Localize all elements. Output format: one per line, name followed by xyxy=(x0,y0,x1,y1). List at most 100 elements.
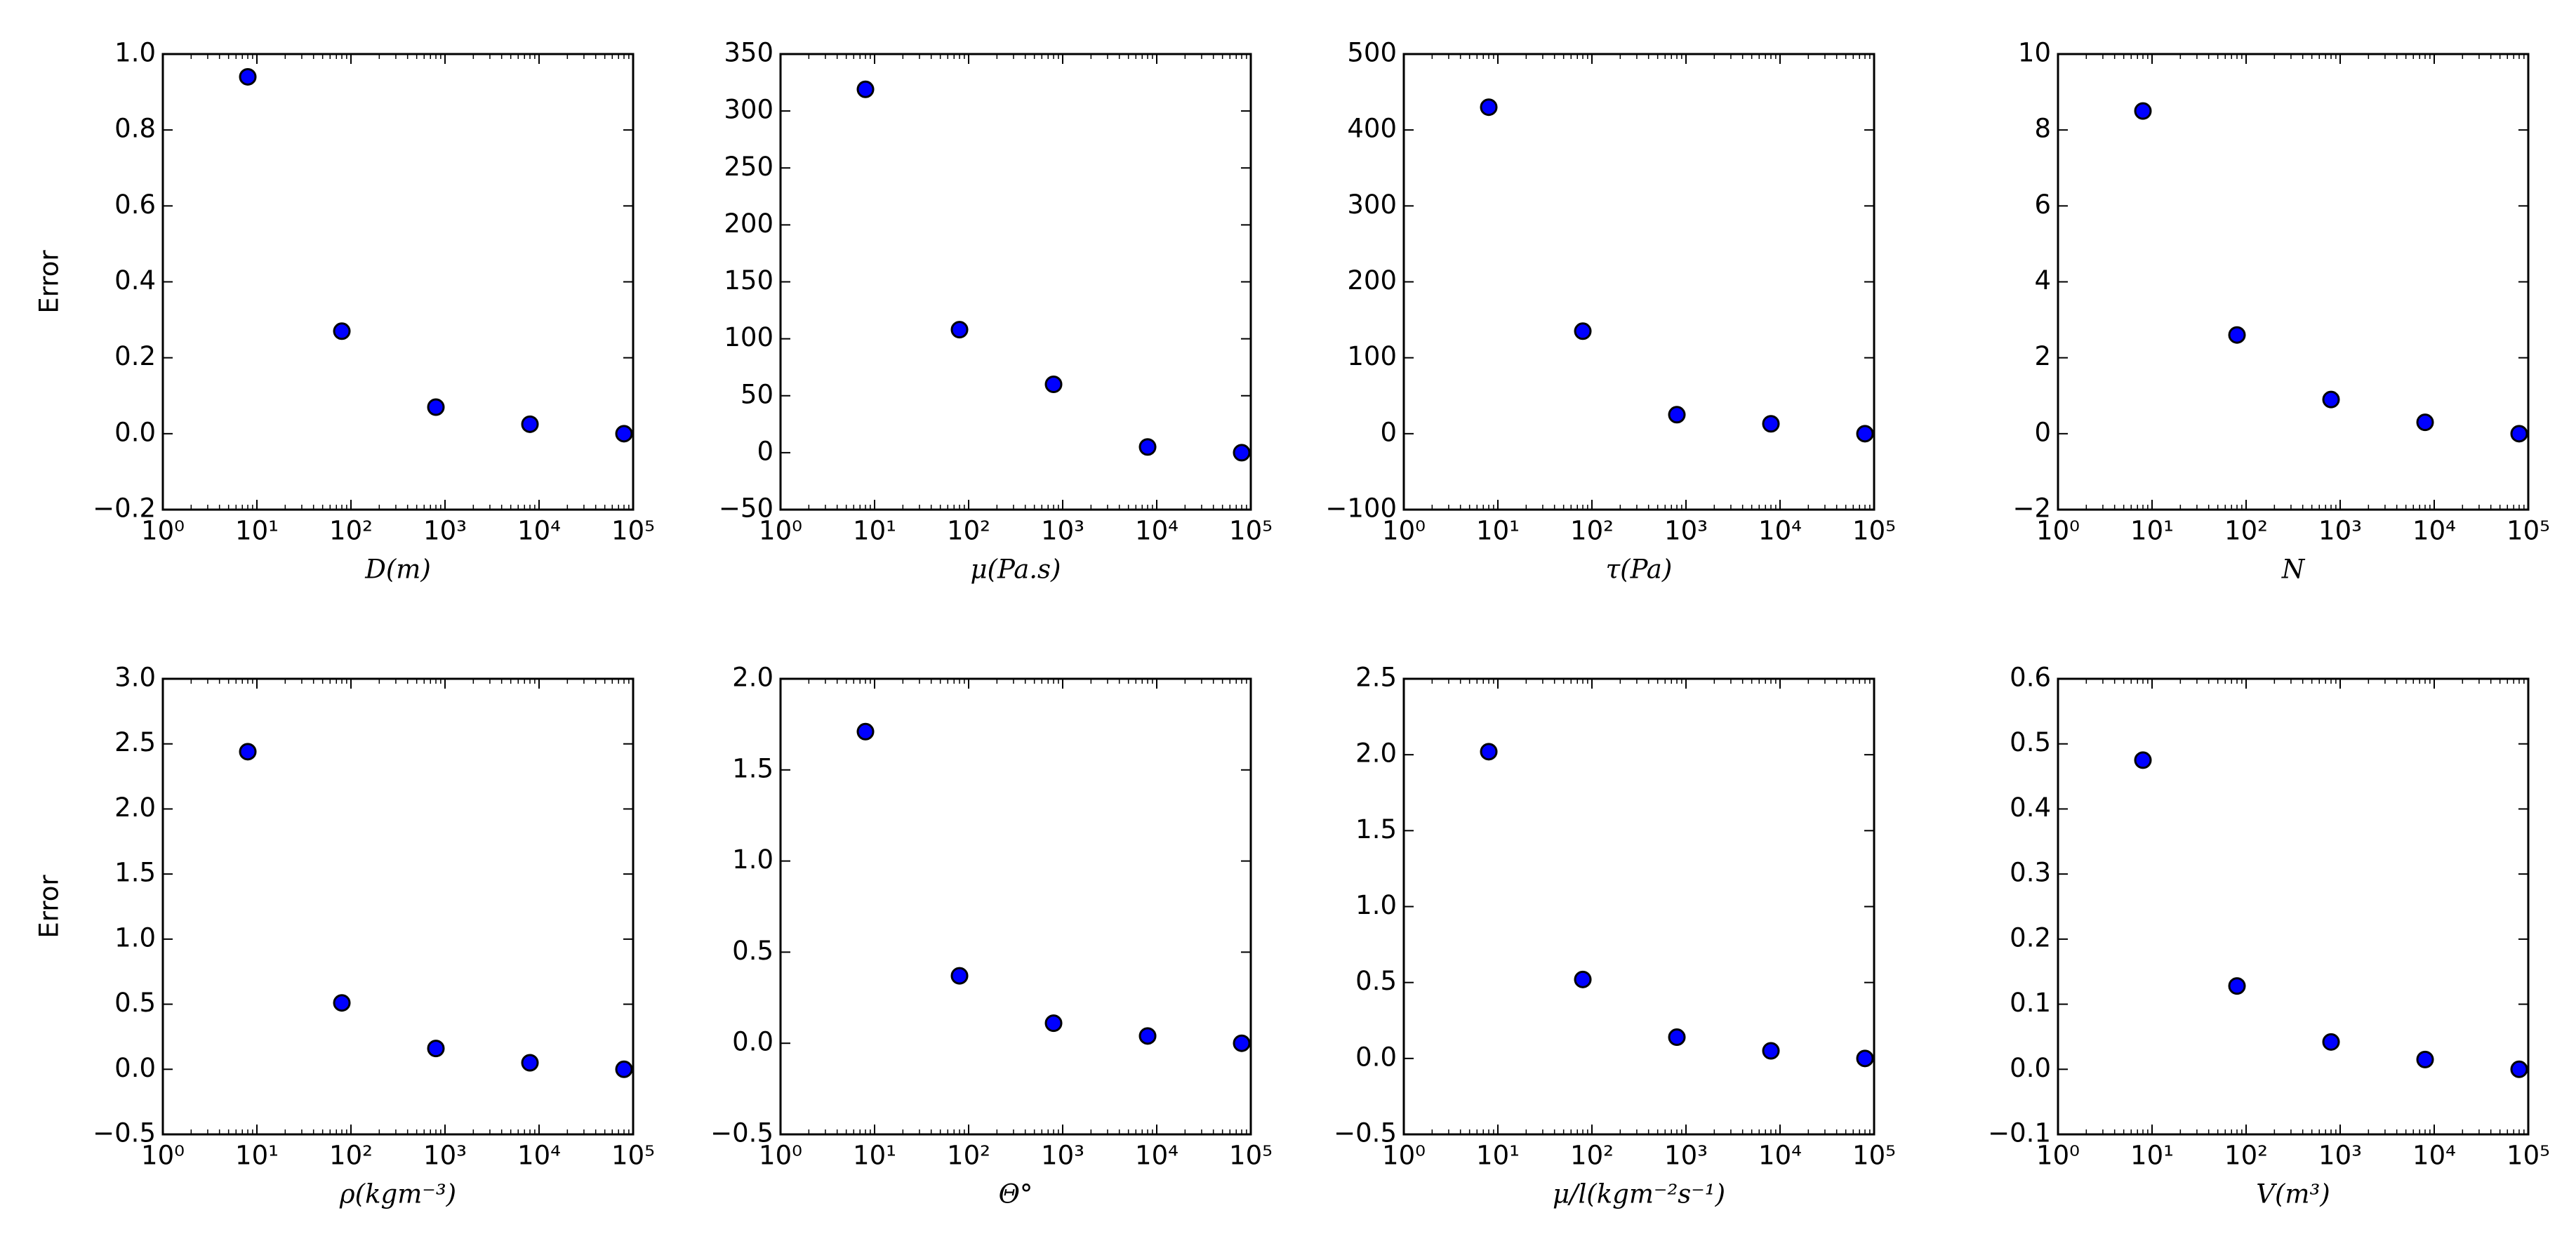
x-tick-label: 10⁵ xyxy=(1229,516,1273,546)
data-point xyxy=(2510,425,2528,443)
x-tick-label: 10⁴ xyxy=(1135,516,1179,546)
y-tick-label: 2.0 xyxy=(1355,738,1397,769)
y-tick-label: −0.2 xyxy=(93,493,156,524)
y-tick-label: 0.0 xyxy=(732,1027,774,1057)
y-tick-label: 0.4 xyxy=(2010,793,2051,823)
y-tick-label: 0.6 xyxy=(2010,663,2051,693)
y-tick-label: 1.0 xyxy=(1355,890,1397,920)
data-point xyxy=(856,80,875,98)
x-axis-label: μ(Pa.s) xyxy=(971,555,1061,585)
plot-frame xyxy=(161,53,635,511)
y-tick-label: 2.0 xyxy=(732,663,774,693)
plot-frame xyxy=(2057,53,2530,511)
data-point xyxy=(950,321,969,339)
y-tick-label: 4 xyxy=(2034,265,2051,296)
y-tick-label: 0.5 xyxy=(2010,727,2051,757)
x-tick-label: 10³ xyxy=(1664,1141,1708,1171)
x-tick-label: 10¹ xyxy=(2130,516,2174,546)
y-tick-label: 100 xyxy=(724,322,774,352)
y-tick-label: 500 xyxy=(1347,38,1397,68)
x-tick-label: 10² xyxy=(1570,516,1614,546)
data-point xyxy=(427,398,445,416)
x-tick-label: 10³ xyxy=(2318,516,2362,546)
plot-frame xyxy=(1402,53,1875,511)
x-tick-label: 10⁰ xyxy=(141,1141,185,1171)
y-tick-label: −50 xyxy=(719,493,774,524)
data-point xyxy=(239,743,257,761)
y-tick-label: −0.1 xyxy=(1988,1118,2051,1148)
x-tick-label: 10¹ xyxy=(853,516,896,546)
y-tick-label: 300 xyxy=(1347,190,1397,220)
x-tick-label: 10⁰ xyxy=(2036,516,2080,546)
y-tick-label: 10 xyxy=(2018,38,2051,68)
data-point xyxy=(1762,415,1780,433)
y-tick-label: 0.5 xyxy=(1355,966,1397,996)
x-tick-label: 10³ xyxy=(423,516,467,546)
y-tick-label: 250 xyxy=(724,152,774,182)
x-tick-label: 10⁵ xyxy=(2507,516,2550,546)
x-axis-label: Θ° xyxy=(999,1179,1033,1209)
subplot-7: −0.5 0.0 0.5 1.0 1.5 2.0 2.5 10⁰ 10¹ 10² 10³ 10⁴ 10⁵… xyxy=(1334,663,1896,1209)
x-tick-label: 10² xyxy=(2224,1141,2268,1171)
x-tick-label: 10⁵ xyxy=(611,1141,655,1171)
y-tick-label: −0.5 xyxy=(1334,1118,1397,1148)
y-tick-label: 0.0 xyxy=(1355,1042,1397,1072)
y-tick-label: 2.0 xyxy=(114,793,156,823)
subplot-5: −0.5 0.0 0.5 1.0 1.5 2.0 2.5 3.0 10⁰ 10¹ 10² 10³ 10⁴… xyxy=(34,663,655,1209)
x-tick-label: 10⁵ xyxy=(1852,516,1896,546)
x-tick-label: 10¹ xyxy=(235,516,279,546)
data-point xyxy=(2228,977,2246,995)
y-tick-label: 0.1 xyxy=(2010,988,2051,1018)
x-tick-label: 10³ xyxy=(423,1141,467,1171)
y-tick-label: 400 xyxy=(1347,114,1397,144)
x-tick-label: 10⁴ xyxy=(1135,1141,1179,1171)
x-tick-label: 10² xyxy=(329,516,373,546)
y-tick-label: 2.5 xyxy=(1355,663,1397,693)
x-tick-label: 10⁵ xyxy=(1852,1141,1896,1171)
x-tick-label: 10³ xyxy=(1041,516,1084,546)
data-point xyxy=(1668,1028,1686,1047)
x-axis-label: V(m³) xyxy=(2256,1179,2330,1209)
x-tick-label: 10⁴ xyxy=(1758,516,1802,546)
y-tick-label: −2 xyxy=(2012,493,2051,524)
y-tick-label: 0.0 xyxy=(114,417,156,447)
x-axis-label: ρ(kgm⁻³) xyxy=(339,1179,456,1209)
x-tick-label: 10² xyxy=(947,516,990,546)
y-tick-label: 1.0 xyxy=(732,844,774,875)
data-point xyxy=(1856,1049,1874,1068)
data-point xyxy=(1480,743,1498,761)
data-point xyxy=(950,967,969,985)
data-point xyxy=(1233,444,1251,462)
data-point xyxy=(333,322,351,340)
subplot-2: −50 0 50 100 150 200 250 300 350 10⁰ 10¹ 10² 10³ 10⁴ 1… xyxy=(719,38,1273,585)
x-tick-label: 10¹ xyxy=(2130,1141,2174,1171)
data-point xyxy=(2416,1050,2434,1068)
y-tick-label: 3.0 xyxy=(114,663,156,693)
data-point xyxy=(615,425,633,443)
y-tick-label: 100 xyxy=(1347,341,1397,371)
y-tick-label: −100 xyxy=(1325,493,1397,524)
data-point xyxy=(1044,1014,1063,1033)
x-tick-label: 10⁵ xyxy=(2507,1141,2550,1171)
subplot-1: −0.2 0.0 0.2 0.4 0.6 0.8 1.0 10⁰ 10¹ 10² 10³ 10⁴ 10⁵… xyxy=(34,38,655,585)
subplot-3: −100 0 100 200 300 400 500 10⁰ 10¹ 10² 10³ 10⁴ 10⁵ τ(… xyxy=(1325,38,1896,585)
x-tick-label: 10⁰ xyxy=(759,1141,802,1171)
y-tick-label: 1.5 xyxy=(732,753,774,783)
y-tick-label: 0.8 xyxy=(114,114,156,144)
y-tick-label: 8 xyxy=(2034,114,2051,144)
data-point xyxy=(2416,413,2434,432)
data-point xyxy=(1480,98,1498,117)
y-tick-label: 0.3 xyxy=(2010,858,2051,888)
data-point xyxy=(427,1040,445,1058)
x-tick-label: 10³ xyxy=(1664,516,1708,546)
x-tick-label: 10⁰ xyxy=(759,516,802,546)
x-tick-label: 10⁰ xyxy=(141,516,185,546)
y-tick-label: 1.0 xyxy=(114,38,156,68)
y-tick-label: 0 xyxy=(1380,417,1397,447)
x-tick-label: 10³ xyxy=(2318,1141,2362,1171)
x-tick-label: 10⁵ xyxy=(1229,1141,1273,1171)
data-point xyxy=(521,1054,539,1072)
x-tick-label: 10⁴ xyxy=(2412,1141,2456,1171)
data-point xyxy=(2322,390,2340,409)
y-tick-label: 300 xyxy=(724,95,774,125)
